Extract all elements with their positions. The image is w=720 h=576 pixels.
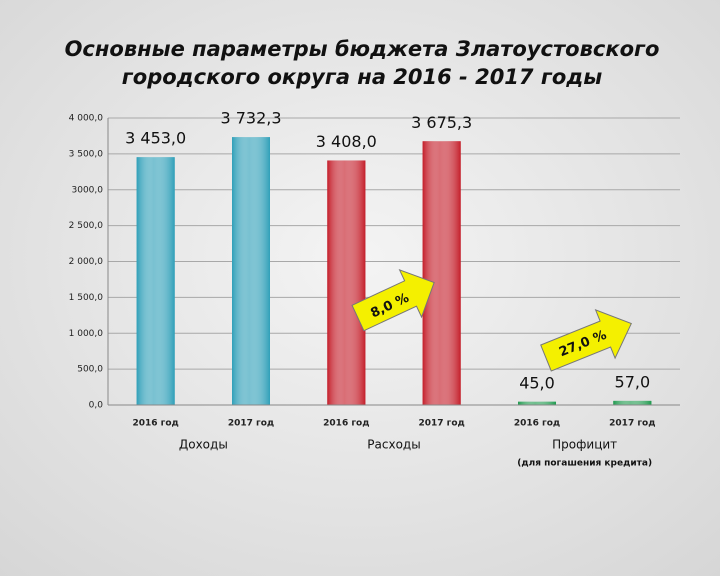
x-tick-label: 2016 год <box>132 419 178 429</box>
x-tick-label: 2017 год <box>418 419 464 429</box>
bar <box>136 157 175 405</box>
x-tick-label: 2016 год <box>323 419 369 429</box>
arrow: 8,0 % <box>351 269 435 332</box>
bar <box>613 400 652 405</box>
chart-title: Основные параметры бюджета Златоустовско… <box>65 37 660 61</box>
y-tick-label: 0,0 <box>89 401 104 411</box>
y-tick-label: 1 000,0 <box>69 329 104 339</box>
x-tick-label: 2017 год <box>228 419 274 429</box>
value-label: 3 453,0 <box>125 129 186 148</box>
y-tick-label: 1 500,0 <box>69 293 104 303</box>
group-sublabel: (для погашения кредита) <box>517 459 652 469</box>
y-tick-label: 500,0 <box>77 365 103 375</box>
group-label: Доходы <box>179 438 228 452</box>
group-label: Профицит <box>552 438 617 452</box>
value-label: 3 732,3 <box>220 109 281 128</box>
bar <box>232 137 270 406</box>
bar <box>518 401 556 405</box>
value-label: 57,0 <box>615 372 651 391</box>
y-tick-label: 2 500,0 <box>69 221 104 231</box>
bar <box>422 141 461 405</box>
x-tick-label: 2016 год <box>514 419 560 429</box>
y-tick-label: 3 500,0 <box>69 149 104 159</box>
y-tick-label: 2 000,0 <box>69 257 104 267</box>
value-label: 45,0 <box>519 373 555 392</box>
y-tick-label: 3000,0 <box>72 185 104 195</box>
y-tick-label: 4 000,0 <box>69 114 104 124</box>
bar <box>327 160 366 405</box>
group-label: Расходы <box>367 438 420 452</box>
value-label: 3 408,0 <box>316 132 377 151</box>
chart-title: городского округа на 2016 - 2017 годы <box>122 65 602 89</box>
x-tick-label: 2017 год <box>609 419 655 429</box>
value-label: 3 675,3 <box>411 113 472 132</box>
